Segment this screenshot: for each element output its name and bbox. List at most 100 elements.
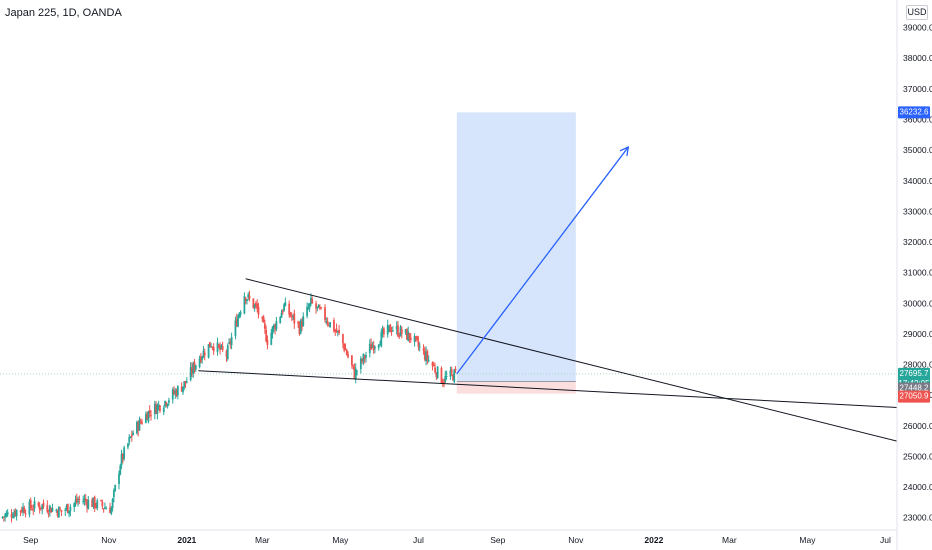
candle-body [180,386,183,392]
candle-body [289,312,292,317]
candle-body [435,372,438,378]
candle-body [165,402,168,406]
price-tick-label: 38000.0 [903,53,932,63]
price-tick-label: 33000.0 [903,206,932,216]
candle-body [101,501,104,507]
candle-body [84,498,87,501]
time-axis[interactable]: Sep Nov 2021 Mar May Jul Sep Nov 2022 Mar May Jul [23,535,891,545]
target-price-badge [898,106,930,119]
candle-body [302,316,305,326]
currency-button[interactable]: USD [906,5,928,20]
candle-body [344,348,347,351]
candle-body [382,328,385,335]
candle-body [353,367,356,379]
candle-body [41,504,44,509]
candle-body [14,510,17,516]
candle-body [120,454,123,465]
candle-body [198,358,201,368]
candle-body [298,324,301,334]
candle-body [265,329,268,342]
candle-body [168,400,170,403]
time-tick-label: Mar [722,535,737,545]
candle-body [397,325,399,337]
candle-body [354,368,357,379]
candle-body [253,304,256,308]
candle-body [275,321,278,330]
candle-body [362,354,365,362]
candle-body [230,337,233,346]
candle-body [60,509,63,512]
candle-body [156,404,159,415]
candle-body [112,490,115,498]
stop-price-badge-text: 27050.9 [900,392,929,401]
candle-body [128,436,131,443]
candle-body [311,298,314,303]
candle-body [255,303,257,306]
candle-body [87,499,90,509]
candle-body [266,339,269,345]
candle-body [47,513,50,515]
candle-body [208,342,211,348]
target-zone [456,112,576,382]
candle-body [171,389,174,400]
candle-body [10,514,13,518]
candle-body [15,510,18,517]
candle-body [46,505,49,512]
candle-body [96,500,99,509]
candle-body [342,334,344,344]
candle-body [184,380,187,384]
price-tick-label: 24000.0 [903,482,932,492]
candle-body [31,509,33,511]
candle-body [216,342,219,353]
candle-body [389,324,392,333]
candle-body [91,499,94,507]
candle-body [450,369,453,374]
time-tick-label: Sep [490,535,505,545]
candle-body [56,510,59,517]
candle-body [444,376,447,382]
candle-body [11,517,14,519]
candle-body [272,324,275,329]
candle-body [248,295,251,299]
candle-body [109,507,111,514]
candle-body [400,329,403,334]
candle-body [422,348,425,351]
candle-body [155,404,158,414]
candle-body [203,352,206,356]
candle-body [55,510,58,512]
price-tick-label: 29000.0 [903,329,932,339]
candle-body [320,307,323,309]
candle-body [114,484,117,491]
candle-body [319,306,321,309]
candle-body [40,507,42,509]
candle-body [193,362,196,371]
candle-body [50,507,53,513]
candle-body [359,358,362,370]
candle-body [261,316,264,319]
candle-body [220,345,223,349]
candle-body [417,340,420,347]
candle-body [409,337,412,340]
candle-body [334,330,337,332]
candle-body [86,501,88,508]
candle-body [189,367,192,381]
candle-body [5,513,8,517]
candle-body [440,367,443,384]
candle-body [123,447,126,459]
candle-body [104,507,106,509]
candle-body [345,350,348,355]
candle-body [324,307,326,321]
candle-body [363,356,366,359]
candle-body [59,508,62,510]
candle-body [380,332,383,347]
candle-body [427,360,430,362]
candle-body [423,351,426,360]
plot-area[interactable] [0,112,898,523]
candle-body [235,319,238,327]
candle-body [66,503,69,513]
candle-body [381,329,384,333]
candle-body [228,342,230,344]
